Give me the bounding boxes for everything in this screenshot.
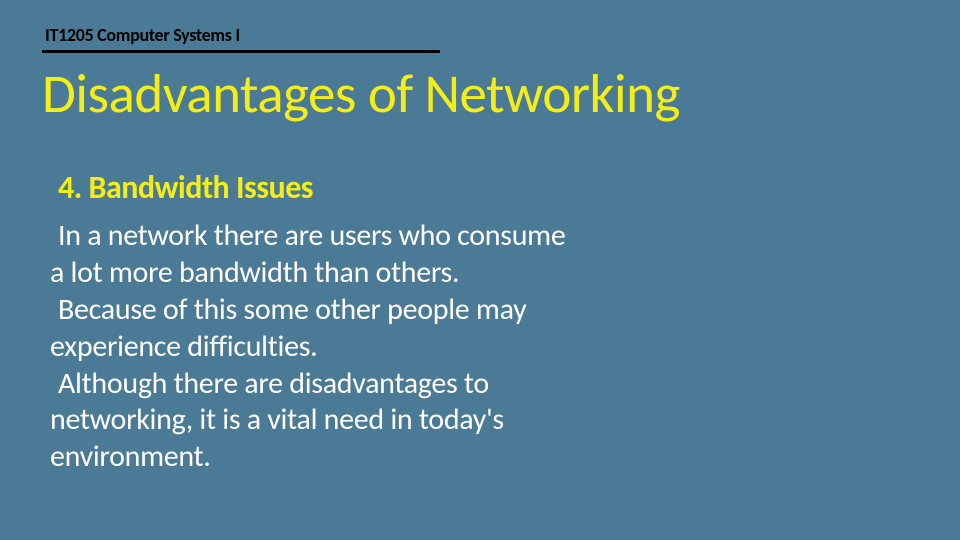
slide-body: In a network there are users who consume… <box>50 218 570 476</box>
header-underline <box>42 50 440 53</box>
paragraph-1: In a network there are users who consume… <box>50 218 570 292</box>
paragraph-3: Although there are disadvantages to netw… <box>50 366 570 477</box>
slide-subtitle: 4. Bandwidth Issues <box>58 168 313 207</box>
course-header: IT1205 Computer Systems I <box>45 24 240 46</box>
slide-title: Disadvantages of Networking <box>42 60 680 127</box>
paragraph-2: Because of this some other people may ex… <box>50 292 570 366</box>
